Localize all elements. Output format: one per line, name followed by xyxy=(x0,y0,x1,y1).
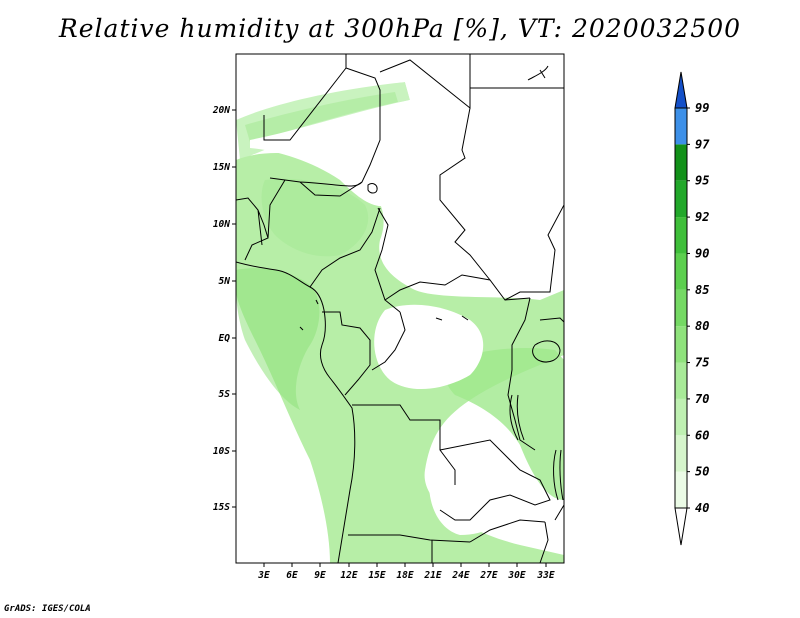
colorbar-segment xyxy=(675,253,687,290)
colorbar-low-triangle xyxy=(674,507,688,546)
lat-label-5s: 5S xyxy=(219,389,231,400)
colorbar-segment xyxy=(675,435,687,472)
humidity-field xyxy=(236,60,564,563)
dry-patch-south xyxy=(429,468,506,535)
border-east-africa xyxy=(504,204,564,323)
lat-label-20n: 20N xyxy=(212,105,230,116)
colorbar-label-60: 60 xyxy=(695,428,709,442)
map-frame xyxy=(235,53,565,564)
coastline-east-small xyxy=(299,299,469,331)
lat-label-15s: 15S xyxy=(213,502,230,513)
lon-label-30e: 30E xyxy=(507,570,525,581)
border-car xyxy=(384,274,531,301)
colorbar-label-99: 99 xyxy=(695,101,709,115)
colorbar-label-70: 70 xyxy=(695,392,709,406)
lon-label-24e: 24E xyxy=(451,570,469,581)
lon-label-18e: 18E xyxy=(396,570,413,581)
colorbar-segment xyxy=(675,108,687,145)
map-title: Relative humidity at 300hPa [%], VT: 202… xyxy=(58,14,742,43)
lon-label-15e: 15E xyxy=(368,570,385,581)
lat-label-10n: 10N xyxy=(213,219,230,230)
lat-label-eq: EQ xyxy=(219,333,231,344)
colorbar-label-40: 40 xyxy=(695,501,709,515)
country-borders xyxy=(236,54,564,563)
lon-label-27e: 27E xyxy=(479,570,497,581)
grads-credit: GrADS: IGES/COLA xyxy=(4,604,91,614)
humid-region-sahel xyxy=(261,178,369,257)
colorbar-label-80: 80 xyxy=(695,319,709,333)
colorbar-segment xyxy=(675,471,687,508)
lat-label-10s: 10S xyxy=(213,446,230,457)
border-west-africa xyxy=(236,197,269,261)
colorbar-segment xyxy=(675,217,687,254)
border-drc-east xyxy=(507,297,536,451)
colorbar-label-92: 92 xyxy=(695,210,709,224)
dry-patch-central xyxy=(374,304,484,390)
lake-tanganyika xyxy=(509,394,525,441)
border-nigeria xyxy=(267,179,381,288)
border-angola xyxy=(352,404,456,485)
border-zambia xyxy=(439,439,551,521)
lake-malawi xyxy=(553,449,564,501)
colorbar-label-97: 97 xyxy=(695,137,710,151)
colorbar-label-90: 90 xyxy=(695,246,709,260)
colorbar-segment xyxy=(675,398,687,436)
colorbar-label-75: 75 xyxy=(695,356,709,370)
lat-label-15n: 15N xyxy=(213,162,230,173)
colorbar-segment xyxy=(675,144,687,181)
dry-patch-north xyxy=(250,60,470,207)
border-libya-chad xyxy=(379,54,471,110)
colorbar-label-50: 50 xyxy=(695,465,709,479)
border-niger xyxy=(269,67,381,187)
colorbar-label-85: 85 xyxy=(695,283,709,297)
lon-label-33e: 33E xyxy=(536,570,554,581)
latitude-axis: 20N 15N 10N 5N EQ 5S 10S 15S xyxy=(212,105,236,513)
colorbar-segment xyxy=(675,289,687,327)
colorbar-label-95: 95 xyxy=(695,174,709,188)
longitude-axis: 3E 6E 9E 12E 15E 18E 21E 24E 27E 30E 33E xyxy=(257,563,555,581)
border-botswana xyxy=(431,519,546,563)
humid-region-west-core xyxy=(236,268,320,410)
lon-label-3e: 3E xyxy=(257,570,270,581)
lake-victoria xyxy=(532,340,561,363)
border-algeria-mali xyxy=(263,54,347,141)
border-mozambique xyxy=(539,504,564,563)
humid-region-east xyxy=(444,348,564,500)
lon-label-6e: 6E xyxy=(286,570,298,581)
colorbar: 40 50 60 70 75 80 85 90 92 95 97 99 xyxy=(674,71,710,546)
colorbar-segment xyxy=(675,326,687,363)
border-congo-drc xyxy=(322,311,406,396)
lat-label-5n: 5N xyxy=(219,276,231,287)
lon-label-12e: 12E xyxy=(340,570,357,581)
lake-chad xyxy=(367,183,378,194)
lon-label-21e: 21E xyxy=(423,570,441,581)
humid-band-north-core xyxy=(245,92,398,142)
colorbar-segment xyxy=(675,362,687,399)
lon-label-9e: 9E xyxy=(314,570,326,581)
colorbar-segment xyxy=(675,180,687,218)
coastline-west xyxy=(236,261,356,563)
border-chad-sudan xyxy=(439,107,491,281)
colorbar-frame xyxy=(674,107,688,509)
sinai-coast xyxy=(527,65,549,81)
colorbar-high-triangle xyxy=(674,71,688,109)
border-cameroon xyxy=(374,207,401,313)
border-angola-south xyxy=(348,534,471,543)
